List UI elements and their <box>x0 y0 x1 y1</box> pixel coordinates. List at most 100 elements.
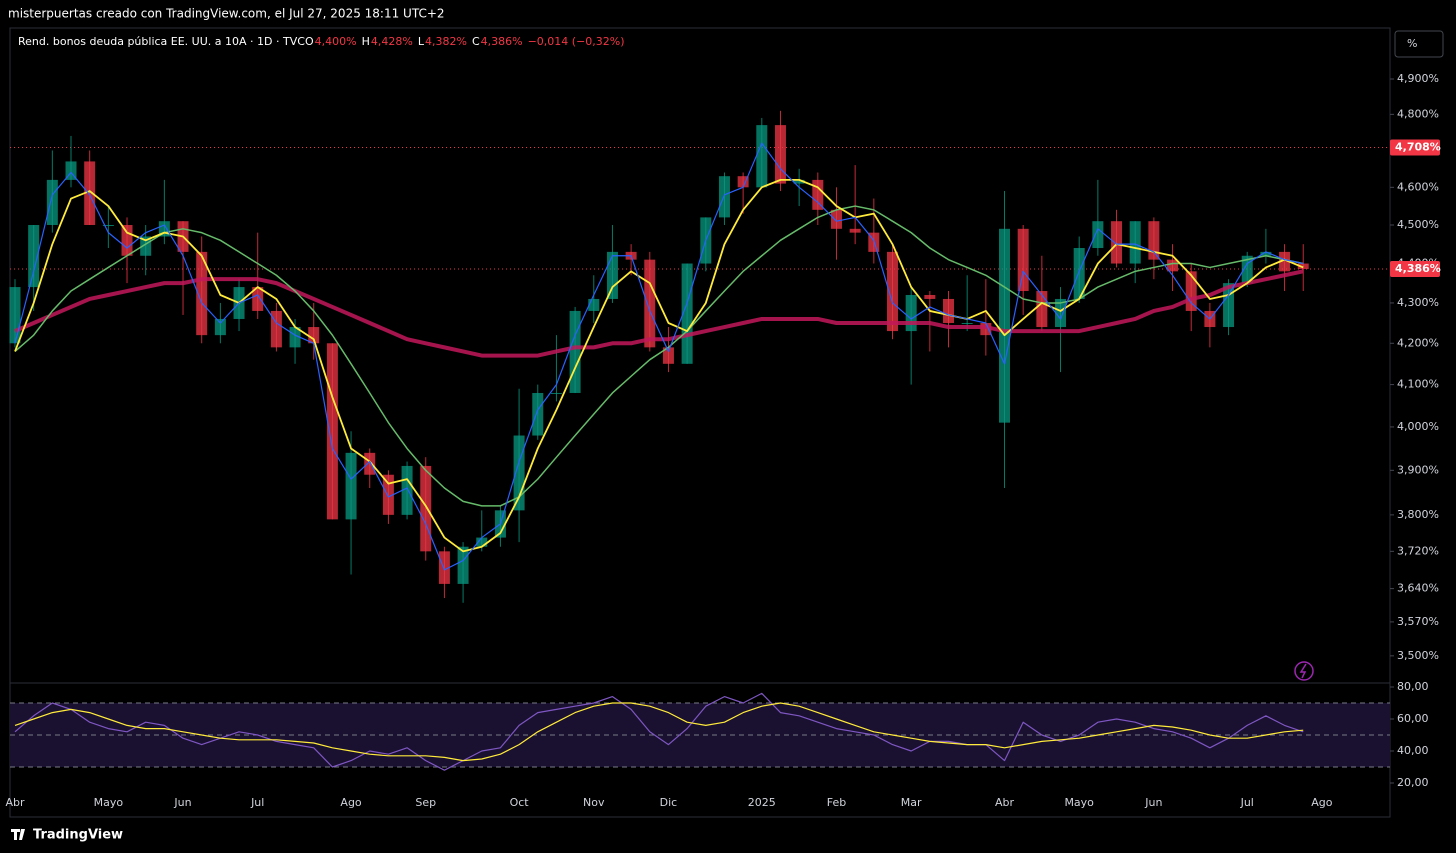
ohlc-letter: O <box>305 35 314 48</box>
y-tick-label: 4,600% <box>1397 180 1439 193</box>
y-tick-label: 3,900% <box>1397 463 1439 476</box>
candle-body <box>84 161 96 226</box>
candle-body <box>849 228 861 233</box>
candle-body <box>140 236 152 256</box>
symbol: Rend. bonos deuda pública EE. UU. a 10A … <box>18 35 305 48</box>
candle-body <box>774 125 786 184</box>
candle-body <box>924 294 936 299</box>
candle-body <box>793 179 805 184</box>
candle-body <box>46 179 58 226</box>
y-tick-label: 4,300% <box>1397 296 1439 309</box>
candle-body <box>644 259 656 348</box>
x-tick-label: Jul <box>250 796 264 809</box>
y-tick-label: 4,200% <box>1397 336 1439 349</box>
footer-brand: TradingView <box>33 828 123 843</box>
candle-body <box>102 225 114 227</box>
candle-body <box>345 452 357 520</box>
candle-body <box>289 327 301 348</box>
candle-body <box>382 474 394 515</box>
candle-body <box>1129 221 1141 264</box>
candle-body <box>196 251 208 336</box>
candle-body <box>1241 255 1253 284</box>
candle-body <box>1279 251 1291 272</box>
candle-body <box>252 287 264 311</box>
candle-body <box>1017 228 1029 292</box>
candle-body <box>830 209 842 229</box>
candle-body <box>588 298 600 311</box>
series-line <box>14 702 1304 762</box>
x-tick-label: Feb <box>827 796 846 809</box>
candle-body <box>121 225 133 256</box>
candle-body <box>214 318 226 336</box>
y-tick-label: 4,800% <box>1397 107 1439 120</box>
candle-body <box>943 298 954 323</box>
candle-body <box>65 161 77 180</box>
x-tick-label: Jul <box>1240 796 1254 809</box>
candle-body <box>28 225 40 288</box>
x-tick-label: Oct <box>510 796 530 809</box>
scale-button-label[interactable]: % <box>1407 37 1417 50</box>
x-tick-label: Ago <box>1311 796 1333 809</box>
x-tick-label: 2025 <box>748 796 776 809</box>
candle-body <box>886 251 898 332</box>
price-label-box <box>1390 139 1440 156</box>
y-tick-label: 3,570% <box>1397 615 1439 628</box>
candle-body <box>550 392 562 394</box>
ohlc-letter: C <box>472 35 480 48</box>
candle-body <box>158 221 170 237</box>
candle-body <box>513 435 525 511</box>
y-tick-label: 3,720% <box>1397 544 1439 557</box>
candle-body <box>308 327 320 344</box>
candle-body <box>1260 251 1272 256</box>
y-tick-label: 4,900% <box>1397 72 1439 85</box>
candle-body <box>718 176 730 218</box>
price-label-box <box>1390 260 1440 277</box>
alert-icon[interactable] <box>1294 661 1314 681</box>
x-tick-label: Nov <box>583 796 605 809</box>
y-tick-label: 4,500% <box>1397 218 1439 231</box>
alert-icon-bolt <box>1299 663 1307 679</box>
candle-body <box>326 343 338 520</box>
ohlc-value: 4,428% <box>371 35 413 48</box>
scale-button[interactable] <box>1394 30 1444 58</box>
series-line <box>14 142 1304 571</box>
candle-body <box>1148 221 1160 260</box>
ohlc-legend: O 4,400% H 4,428% L 4,382% C 4,386% −0,014 (−0,3… <box>305 35 625 48</box>
candle-body <box>1073 248 1085 299</box>
y-tick-label: 3,640% <box>1397 582 1439 595</box>
series-line <box>14 269 1304 358</box>
x-tick-label: Mayo <box>94 796 124 809</box>
y-tick-label: 3,500% <box>1397 649 1439 662</box>
x-tick-label: Abr <box>5 796 25 809</box>
pane-frame <box>9 27 1391 818</box>
series-line <box>14 205 1304 507</box>
y-tick-label: 3,800% <box>1397 508 1439 521</box>
ohlc-value: 4,382% <box>425 35 467 48</box>
candle-body <box>999 228 1011 423</box>
candle-body <box>1185 271 1197 311</box>
candle-body <box>662 347 674 364</box>
x-tick-label: Sep <box>415 796 436 809</box>
x-tick-label: Mayo <box>1064 796 1094 809</box>
candle-body <box>1297 263 1309 269</box>
ohlc-value: 4,400% <box>315 35 357 48</box>
x-tick-label: Ago <box>340 796 362 809</box>
candle-body <box>905 294 917 332</box>
x-tick-label: Abr <box>995 796 1015 809</box>
x-tick-label: Jun <box>173 796 191 809</box>
candle-body <box>476 537 488 547</box>
candle-body <box>364 452 376 475</box>
candle-body <box>812 179 824 210</box>
candle-body <box>270 310 282 348</box>
candle-body <box>457 546 469 584</box>
y-tick-label: 4,000% <box>1397 420 1439 433</box>
candle-body <box>1036 291 1048 328</box>
ohlc-letter: L <box>418 35 425 48</box>
candle-body <box>569 310 581 393</box>
candle-body <box>1223 283 1235 328</box>
candle-body <box>1092 221 1104 249</box>
candle-body <box>606 251 618 299</box>
candle-body <box>532 392 544 436</box>
